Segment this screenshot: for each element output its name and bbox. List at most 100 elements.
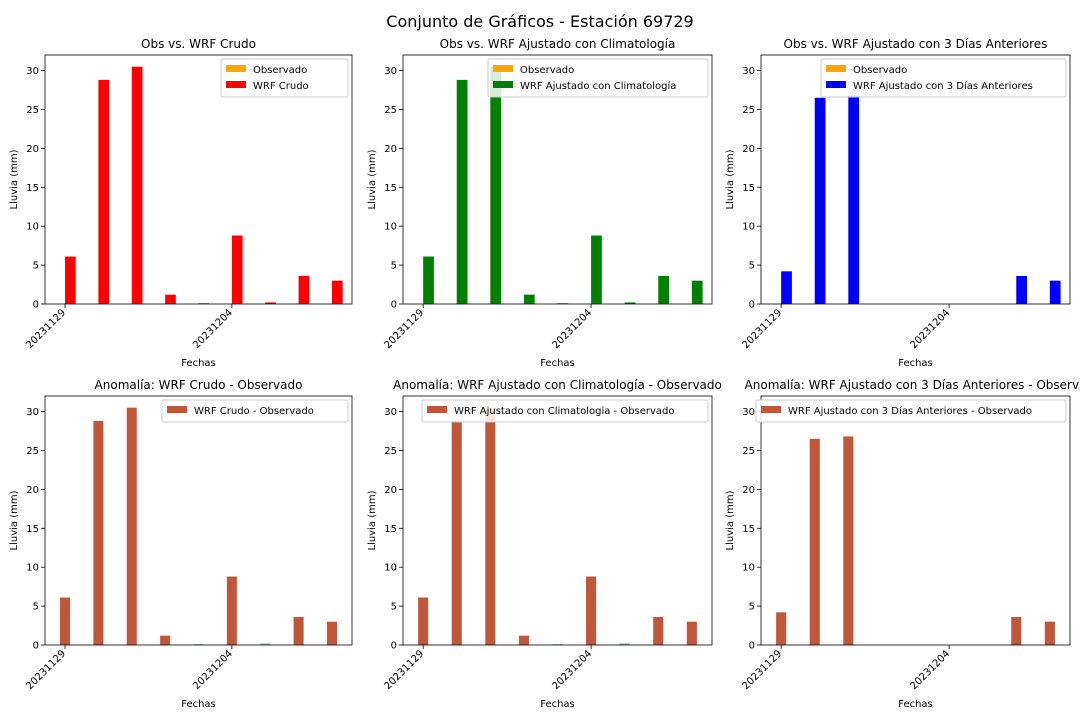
bar [231, 235, 243, 304]
y-tick-label: 10 [742, 222, 755, 233]
x-tick-label: 20231204 [191, 648, 235, 692]
bar [126, 407, 137, 645]
bar [490, 66, 502, 304]
y-axis-label: Lluvia (mm) [725, 490, 736, 550]
legend-box [755, 399, 1067, 423]
bars [60, 407, 337, 645]
bar [260, 643, 271, 645]
subplot-title: Anomalía: WRF Ajustado con 3 Días Anteri… [745, 378, 1080, 392]
bar [653, 616, 664, 645]
y-tick-label: 0 [33, 300, 39, 311]
legend-label: WRF Ajustado con Climatologia - Observad… [454, 406, 675, 417]
x-tick-label: 20231129 [24, 648, 68, 692]
legend-label: WRF Ajustado con Climatología [520, 80, 676, 92]
subplot-6: Anomalía: WRF Ajustado con 3 Días Anteri… [725, 378, 1080, 710]
bar [226, 576, 237, 645]
y-tick-label: 20 [26, 144, 39, 155]
legend-swatch [226, 81, 246, 88]
subplot-title: Obs vs. WRF Ajustado con Climatología [440, 37, 676, 51]
y-tick-label: 0 [749, 641, 755, 652]
plot-frame [402, 395, 713, 646]
bar [843, 436, 854, 645]
x-tick-label: 20231129 [382, 307, 426, 351]
y-tick-label: 10 [742, 563, 755, 574]
legend-label: WRF Ajustado con 3 Días Anteriores [853, 80, 1033, 92]
bar [523, 294, 535, 304]
legend-swatch [427, 406, 447, 413]
y-tick-label: 5 [749, 602, 755, 613]
bar [418, 597, 429, 645]
y-axis-label: Lluvia (mm) [367, 490, 378, 550]
bar [160, 635, 171, 645]
x-tick-label: 20231129 [740, 648, 784, 692]
bar [1044, 621, 1055, 645]
y-axis-label: Lluvia (mm) [9, 490, 20, 550]
legend-swatch [167, 406, 187, 413]
bar [165, 294, 176, 304]
legend-box [487, 58, 709, 98]
subplot-1: Obs vs. WRF Crudo 0 5 10 15 20 25 30 20231129 202… [9, 37, 353, 369]
x-tick-label: 20231204 [908, 307, 952, 351]
y-tick-label: 5 [749, 261, 755, 272]
y-tick-label: 30 [384, 407, 397, 418]
y-tick-label: 20 [742, 144, 755, 155]
y-tick-label: 30 [742, 407, 755, 418]
bar [326, 621, 337, 645]
legend-swatch [761, 406, 781, 413]
y-tick-label: 15 [384, 524, 397, 535]
legend-label: Observado [253, 65, 307, 76]
x-axis-label: Fechas [540, 358, 575, 369]
legend-box [161, 399, 349, 423]
x-axis-label: Fechas [898, 358, 933, 369]
plot-frame [760, 54, 1071, 305]
bar [518, 635, 529, 645]
legend-box [820, 58, 1067, 98]
subplot-title: Anomalía: WRF Ajustado con Climatología … [393, 378, 722, 392]
y-tick-label: 25 [26, 105, 39, 116]
bars [65, 66, 343, 305]
y-tick-label: 5 [33, 602, 39, 613]
bar [98, 79, 110, 305]
x-axis-label: Fechas [898, 699, 933, 710]
y-tick-label: 25 [384, 105, 397, 116]
y-tick-label: 30 [26, 66, 39, 77]
legend: Observado WRF Ajustado con 3 Días Anterio… [820, 58, 1067, 98]
y-tick-label: 25 [384, 446, 397, 457]
legend-box [220, 58, 349, 98]
bar [423, 256, 434, 304]
y-tick-label: 30 [384, 66, 397, 77]
y-tick-label: 30 [26, 407, 39, 418]
x-tick-label: 20231204 [191, 307, 235, 351]
bars [423, 66, 703, 305]
y-tick-label: 15 [742, 524, 755, 535]
bar [1016, 275, 1028, 304]
legend-label: Observado [853, 65, 907, 76]
legend: WRF Ajustado con 3 Días Anteriores - Obs… [755, 399, 1067, 423]
subplot-title: Anomalía: WRF Crudo - Observado [95, 378, 303, 392]
y-tick-label: 20 [742, 485, 755, 496]
bar [93, 420, 104, 645]
plot-frame [44, 54, 353, 305]
bars [781, 95, 1061, 305]
bar [265, 302, 276, 304]
y-tick-label: 0 [33, 641, 39, 652]
plot-frame [402, 54, 713, 305]
subplot-title: Obs vs. WRF Ajustado con 3 Días Anterior… [784, 37, 1048, 51]
bar [1049, 280, 1061, 304]
y-tick-label: 20 [384, 485, 397, 496]
y-tick-label: 5 [391, 261, 397, 272]
legend: Observado WRF Ajustado con Climatología [487, 58, 709, 98]
subplot-4: Anomalía: WRF Crudo - Observado051015202… [9, 378, 353, 710]
y-tick-label: 20 [26, 485, 39, 496]
subplot-title: Obs vs. WRF Crudo [141, 37, 256, 51]
bar [686, 621, 697, 645]
bar [814, 97, 826, 304]
bar [776, 612, 787, 645]
x-tick-label: 20231129 [24, 307, 68, 351]
y-tick-label: 0 [391, 641, 397, 652]
y-tick-label: 15 [384, 183, 397, 194]
x-tick-label: 20231129 [740, 307, 784, 351]
bar [809, 438, 820, 645]
